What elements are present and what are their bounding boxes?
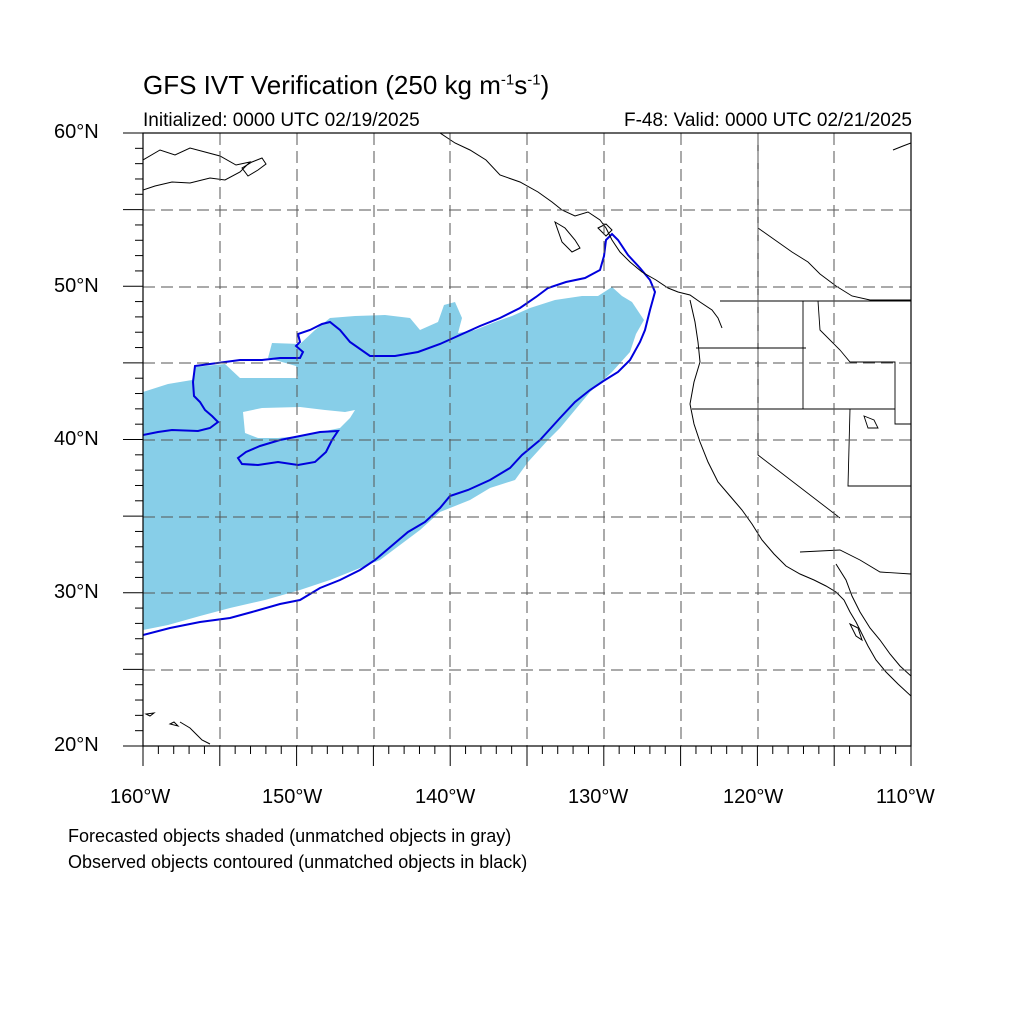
graticule [143,133,911,746]
forecast-object [143,287,644,630]
legend-forecast-note: Forecasted objects shaded (unmatched obj… [68,826,512,846]
observed-contour [143,232,657,636]
lon-label-130w: 130°W [568,786,629,808]
coastlines [143,133,911,745]
political-boundaries [692,133,911,575]
lat-label-40n: 40°N [54,428,99,450]
lon-label-140w: 140°W [415,786,476,808]
initialized-time: Initialized: 0000 UTC 02/19/2025 [143,110,420,131]
valid-time: F-48: Valid: 0000 UTC 02/21/2025 [624,110,912,131]
lon-label-160w: 160°W [110,786,171,808]
lon-label-120w: 120°W [723,786,784,808]
lat-label-30n: 30°N [54,581,99,603]
lat-label-60n: 60°N [54,121,99,143]
axis-ticks [123,132,912,766]
legend-observed-note: Observed objects contoured (unmatched ob… [68,852,528,872]
lat-label-50n: 50°N [54,275,99,297]
lon-label-110w: 110°W [876,786,935,808]
lon-label-150w: 150°W [262,786,323,808]
lat-label-20n: 20°N [54,734,99,756]
map-title: GFS IVT Verification (250 kg m-1s-1) [143,70,550,100]
